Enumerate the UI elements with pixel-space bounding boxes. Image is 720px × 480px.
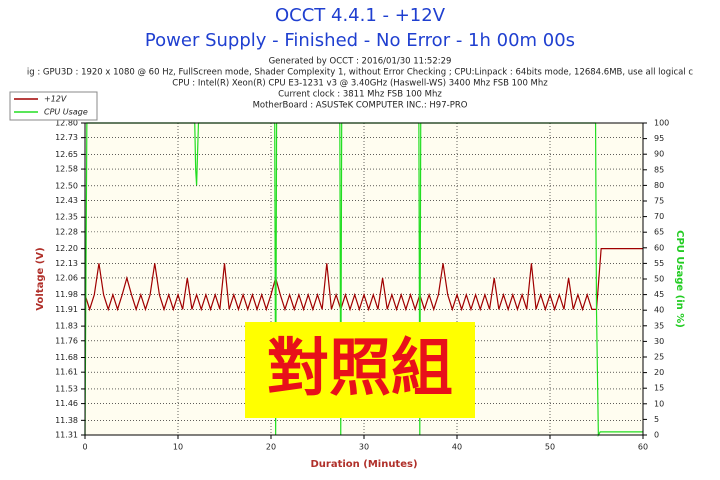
y2-tick-label: 95 <box>654 134 664 143</box>
y-tick-label: 12.65 <box>55 150 78 159</box>
x-tick-label: 40 <box>452 443 462 452</box>
info-line: CPU : Intel(R) Xeon(R) CPU E3-1231 v3 @ … <box>172 79 548 89</box>
info-line: MotherBoard : ASUSTeK COMPUTER INC.: H97… <box>253 101 468 111</box>
y-tick-label: 12.20 <box>55 244 78 253</box>
y2-tick-label: 25 <box>654 353 664 362</box>
y-tick-label: 11.53 <box>55 384 78 393</box>
y-tick-label: 11.38 <box>55 416 78 425</box>
y-tick-label: 12.28 <box>55 227 78 236</box>
x-tick-label: 30 <box>359 443 369 452</box>
y-tick-label: 11.98 <box>55 290 78 299</box>
y-tick-label: 12.58 <box>55 165 78 174</box>
y2-tick-label: 15 <box>654 384 664 393</box>
annotation-box <box>245 322 475 418</box>
y2-tick-label: 55 <box>654 259 664 268</box>
y-tick-label: 11.76 <box>55 336 78 345</box>
y-tick-label: 11.91 <box>55 305 78 314</box>
y2-tick-label: 85 <box>654 165 664 174</box>
y-tick-label: 12.13 <box>55 259 78 268</box>
y-tick-label: 12.06 <box>55 273 78 282</box>
annotation: 對照組 <box>267 331 453 404</box>
y-tick-label: 11.31 <box>55 431 78 440</box>
chart-subtitle: Power Supply - Finished - No Error - 1h … <box>145 30 575 51</box>
x-tick-label: 20 <box>266 443 276 452</box>
x-tick-label: 60 <box>638 443 648 452</box>
info-line: Generated by OCCT : 2016/01/30 11:52:29 <box>269 57 452 67</box>
x-tick-label: 0 <box>82 443 87 452</box>
y2-tick-label: 60 <box>654 243 664 252</box>
y2-tick-label: 20 <box>654 368 664 377</box>
y2-axis-label: CPU Usage (in %) <box>674 230 685 328</box>
y-tick-label: 11.83 <box>55 322 78 331</box>
y2-tick-label: 40 <box>654 306 664 315</box>
x-tick-label: 50 <box>545 443 555 452</box>
y2-tick-label: 0 <box>654 431 659 440</box>
info-line: ig : GPU3D : 1920 x 1080 @ 60 Hz, FullSc… <box>27 68 694 78</box>
x-axis-label: Duration (Minutes) <box>310 459 417 470</box>
x-tick-label: 10 <box>173 443 183 452</box>
chart-title: OCCT 4.4.1 - +12V <box>275 5 446 26</box>
y2-tick-label: 5 <box>654 415 659 424</box>
plot-border <box>84 122 644 436</box>
y-tick-label: 12.50 <box>55 181 78 190</box>
y-tick-label: 12.35 <box>55 213 78 222</box>
y2-tick-label: 70 <box>654 212 664 221</box>
y2-tick-label: 65 <box>654 228 664 237</box>
y2-tick-label: 10 <box>654 399 664 408</box>
y2-tick-label: 75 <box>654 197 664 206</box>
legend-box <box>9 91 98 121</box>
y2-tick-label: 35 <box>654 321 664 330</box>
y-tick-label: 11.46 <box>55 399 78 408</box>
series-line <box>84 248 643 312</box>
y2-tick-label: 80 <box>654 181 664 190</box>
y-tick-label: 11.68 <box>55 353 78 362</box>
y-tick-label: 11.61 <box>55 368 78 377</box>
legend-label: CPU Usage <box>44 108 88 117</box>
y-tick-label: 12.80 <box>55 119 78 128</box>
y2-tick-label: 50 <box>654 275 664 284</box>
y-tick-label: 12.43 <box>55 196 78 205</box>
info-line: Current clock : 3811 Mhz FSB 100 Mhz <box>278 90 442 100</box>
y2-tick-label: 90 <box>654 150 664 159</box>
y-axis-label: Voltage (V) <box>35 247 46 310</box>
y2-tick-label: 100 <box>654 119 669 128</box>
legend-label: +12V <box>44 95 67 104</box>
y2-tick-label: 45 <box>654 290 664 299</box>
y2-tick-label: 30 <box>654 337 664 346</box>
y-tick-label: 12.73 <box>55 133 78 142</box>
